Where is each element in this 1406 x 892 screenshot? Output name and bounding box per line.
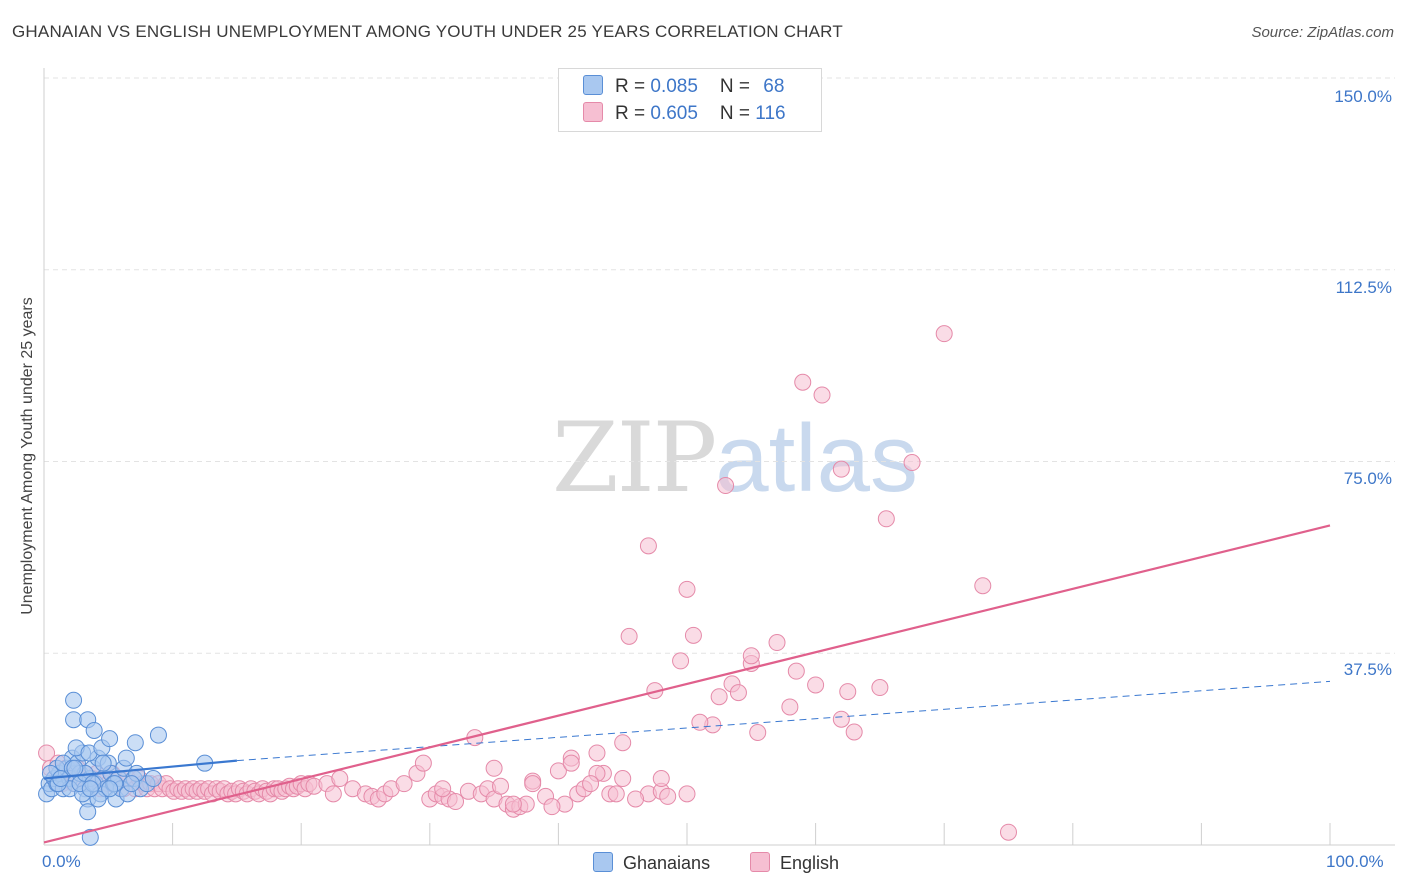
ghanaians-point bbox=[65, 691, 83, 709]
english-point bbox=[614, 734, 632, 752]
english-point bbox=[620, 627, 638, 645]
ghanaians-point bbox=[149, 726, 167, 744]
legend-row-english: R = 0.605 N = 116 bbox=[583, 102, 786, 126]
legend-r-value: 0.085 bbox=[650, 76, 698, 97]
english-point bbox=[768, 634, 786, 652]
english-point bbox=[678, 785, 696, 803]
english-point bbox=[742, 647, 760, 665]
english-point bbox=[543, 798, 561, 816]
ghanaians-point bbox=[101, 780, 119, 798]
ghanaians-point bbox=[126, 734, 144, 752]
english-point bbox=[492, 777, 510, 795]
ghanaians-point bbox=[101, 730, 119, 748]
english-point bbox=[871, 679, 889, 697]
legend-n-label: N = bbox=[719, 76, 756, 97]
english-point bbox=[684, 626, 702, 644]
bottom-legend-english: English bbox=[750, 852, 839, 874]
english-point bbox=[562, 754, 580, 772]
english-point bbox=[729, 684, 747, 702]
english-point bbox=[324, 785, 342, 803]
english-point bbox=[627, 790, 645, 808]
english-point bbox=[485, 759, 503, 777]
legend-swatch-ghanaians bbox=[583, 75, 603, 95]
english-point bbox=[749, 724, 767, 742]
english-point bbox=[807, 676, 825, 694]
english-point bbox=[652, 770, 670, 788]
english-point bbox=[524, 775, 542, 793]
english-point bbox=[839, 683, 857, 701]
english-point bbox=[787, 662, 805, 680]
english-point bbox=[395, 775, 413, 793]
english-point bbox=[1000, 823, 1017, 841]
x-tick-label: 100.0% bbox=[1326, 852, 1384, 871]
english-point bbox=[794, 373, 812, 391]
chart-title: GHANAIAN VS ENGLISH UNEMPLOYMENT AMONG Y… bbox=[12, 22, 843, 41]
watermark: ZIPatlas bbox=[552, 402, 918, 514]
watermark-atlas: atlas bbox=[715, 405, 918, 512]
source-label: Source: ZipAtlas.com bbox=[1251, 24, 1394, 41]
bottom-legend-label: English bbox=[780, 853, 840, 873]
ghanaians-point bbox=[79, 803, 97, 821]
legend-n-value: 68 bbox=[763, 76, 785, 97]
english-point bbox=[434, 780, 452, 798]
bottom-legend-ghanaians: Ghanaians bbox=[593, 852, 710, 874]
ghanaians-point bbox=[122, 775, 140, 793]
english-point bbox=[813, 386, 831, 404]
watermark-zip: ZIP bbox=[552, 402, 717, 514]
english-point bbox=[832, 460, 850, 478]
english-point bbox=[414, 754, 432, 772]
english-point bbox=[974, 577, 992, 595]
legend-n-value: 116 bbox=[755, 103, 786, 124]
english-point bbox=[659, 787, 677, 805]
ghanaians-point bbox=[94, 754, 112, 772]
english-point bbox=[678, 580, 696, 598]
english-point bbox=[582, 775, 600, 793]
legend-r-value: 0.605 bbox=[650, 103, 698, 124]
bottom-legend-label: Ghanaians bbox=[623, 853, 711, 873]
bottom-legend-swatch-ghanaians bbox=[593, 852, 613, 872]
english-point bbox=[877, 510, 895, 528]
y-tick-label: 150.0% bbox=[1334, 87, 1392, 106]
ghanaians-point bbox=[85, 721, 103, 739]
legend-swatch-english bbox=[583, 102, 603, 122]
english-point bbox=[549, 762, 567, 780]
english-point bbox=[588, 744, 606, 762]
legend-n-label: N = bbox=[719, 103, 756, 124]
y-tick-label: 75.0% bbox=[1343, 469, 1392, 488]
ghanaians-point bbox=[81, 780, 99, 798]
english-point bbox=[607, 785, 625, 803]
english-trend-line bbox=[43, 524, 1331, 844]
english-point bbox=[447, 793, 465, 811]
legend-row-ghanaians: R = 0.085 N = 68 bbox=[583, 75, 784, 99]
ghanaians-point bbox=[65, 711, 83, 729]
ghanaians-trend-line bbox=[236, 680, 1331, 762]
english-point bbox=[717, 477, 735, 495]
legend: R = 0.085 N = 68 R = 0.605 N = 116 bbox=[558, 68, 822, 132]
y-tick-label: 112.5% bbox=[1335, 278, 1392, 297]
english-point bbox=[832, 710, 850, 728]
english-point bbox=[639, 537, 657, 555]
english-point bbox=[710, 688, 728, 706]
ghanaians-point bbox=[81, 828, 99, 846]
english-point bbox=[903, 454, 921, 472]
english-point bbox=[672, 652, 690, 670]
ghanaians-point bbox=[117, 749, 135, 767]
y-tick-label: 37.5% bbox=[1343, 660, 1392, 679]
english-point bbox=[781, 698, 799, 716]
legend-r-label: R = bbox=[615, 103, 651, 124]
legend-r-label: R = bbox=[615, 76, 651, 97]
ghanaians-point bbox=[144, 770, 162, 788]
english-point bbox=[614, 770, 632, 788]
english-point bbox=[504, 795, 522, 813]
english-point bbox=[935, 325, 953, 343]
english-point bbox=[845, 723, 863, 741]
ghanaians-point bbox=[66, 759, 84, 777]
ghanaians-trend-line bbox=[43, 759, 238, 780]
bottom-legend-swatch-english bbox=[750, 852, 770, 872]
x-tick-label: 0.0% bbox=[42, 852, 81, 871]
english-point bbox=[331, 770, 349, 788]
